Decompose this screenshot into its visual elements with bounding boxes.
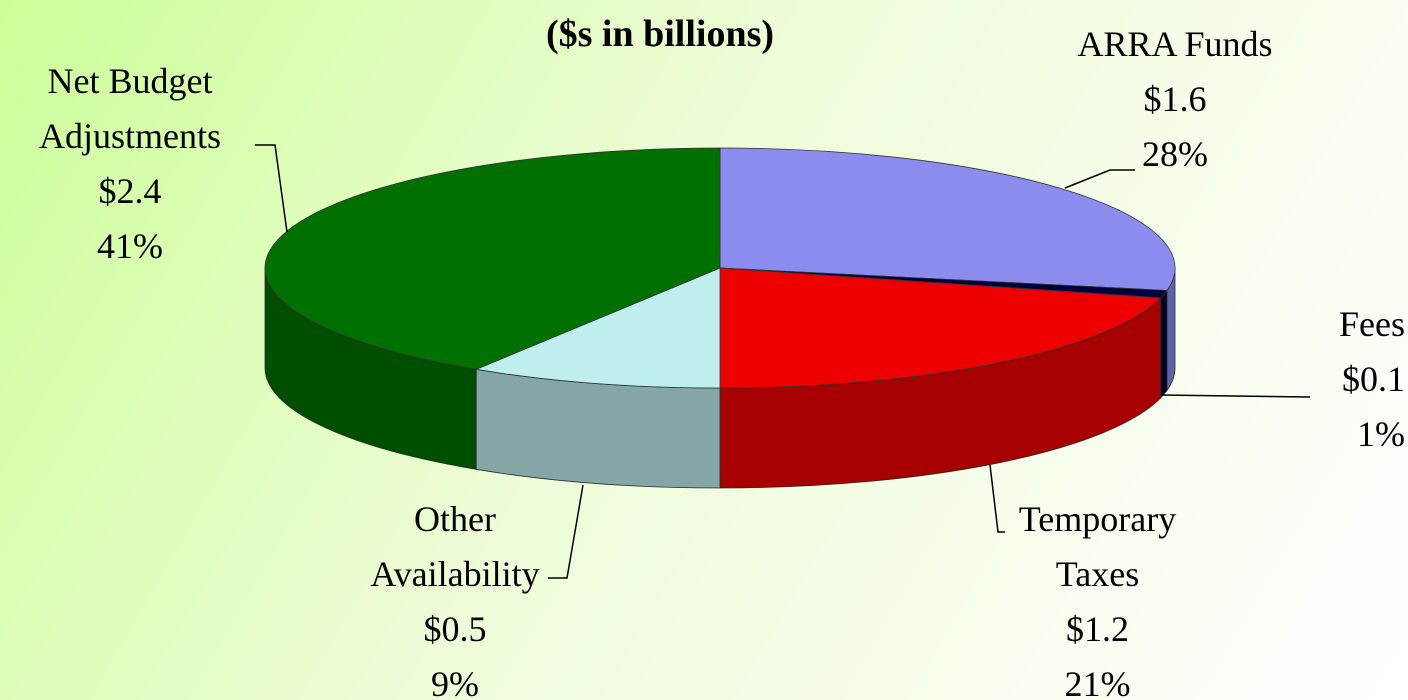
- chart-title: ($s in billions): [545, 13, 775, 55]
- slice-label: Net Budget Adjustments $2.4 41%: [0, 54, 260, 274]
- pie-side-shade: [720, 297, 1161, 488]
- category: Other Availability: [370, 499, 540, 594]
- leader-line: [1159, 394, 1311, 398]
- slice-label: ARRA Funds $1.6 28%: [1025, 17, 1325, 182]
- percent-label: 9%: [431, 664, 479, 700]
- amount-label: $2.4: [98, 171, 162, 211]
- slice-label: Other Availability $0.5 9%: [335, 492, 575, 700]
- amount-label: $1.6: [1143, 79, 1207, 119]
- percent-label: 1%: [1357, 414, 1405, 454]
- percent-label: 28%: [1142, 134, 1208, 174]
- pie-side-shade: [1166, 268, 1175, 391]
- amount-label: $0.1: [1342, 359, 1405, 399]
- leader-line: [989, 464, 1005, 533]
- leader-line: [548, 484, 584, 579]
- pie-slice: [719, 267, 1162, 389]
- slice-label: Fees $0.1 1%: [1280, 297, 1405, 462]
- pie-slice: [474, 267, 721, 389]
- leader-line: [1064, 169, 1135, 189]
- percent-label: 41%: [97, 226, 163, 266]
- pie: [264, 147, 1176, 489]
- category: ARRA Funds: [1077, 24, 1273, 64]
- amount-label: $1.2: [1066, 609, 1129, 649]
- category: Temporary Taxes: [1018, 499, 1177, 594]
- category: Fees: [1339, 304, 1405, 344]
- pie-slice: [264, 147, 721, 370]
- amount-label: $0.5: [423, 609, 487, 649]
- leader-lines: [255, 144, 1311, 579]
- category: Net Budget Adjustments: [38, 61, 221, 156]
- slice-label: Temporary Taxes $1.2 21%: [985, 492, 1210, 700]
- pie-slice: [719, 147, 1176, 291]
- pie-side-shade: [265, 268, 477, 470]
- pie-side-shade: [476, 369, 720, 488]
- percent-label: 21%: [1064, 664, 1131, 700]
- leader-line: [255, 144, 288, 233]
- pie-side-shade: [1160, 290, 1167, 398]
